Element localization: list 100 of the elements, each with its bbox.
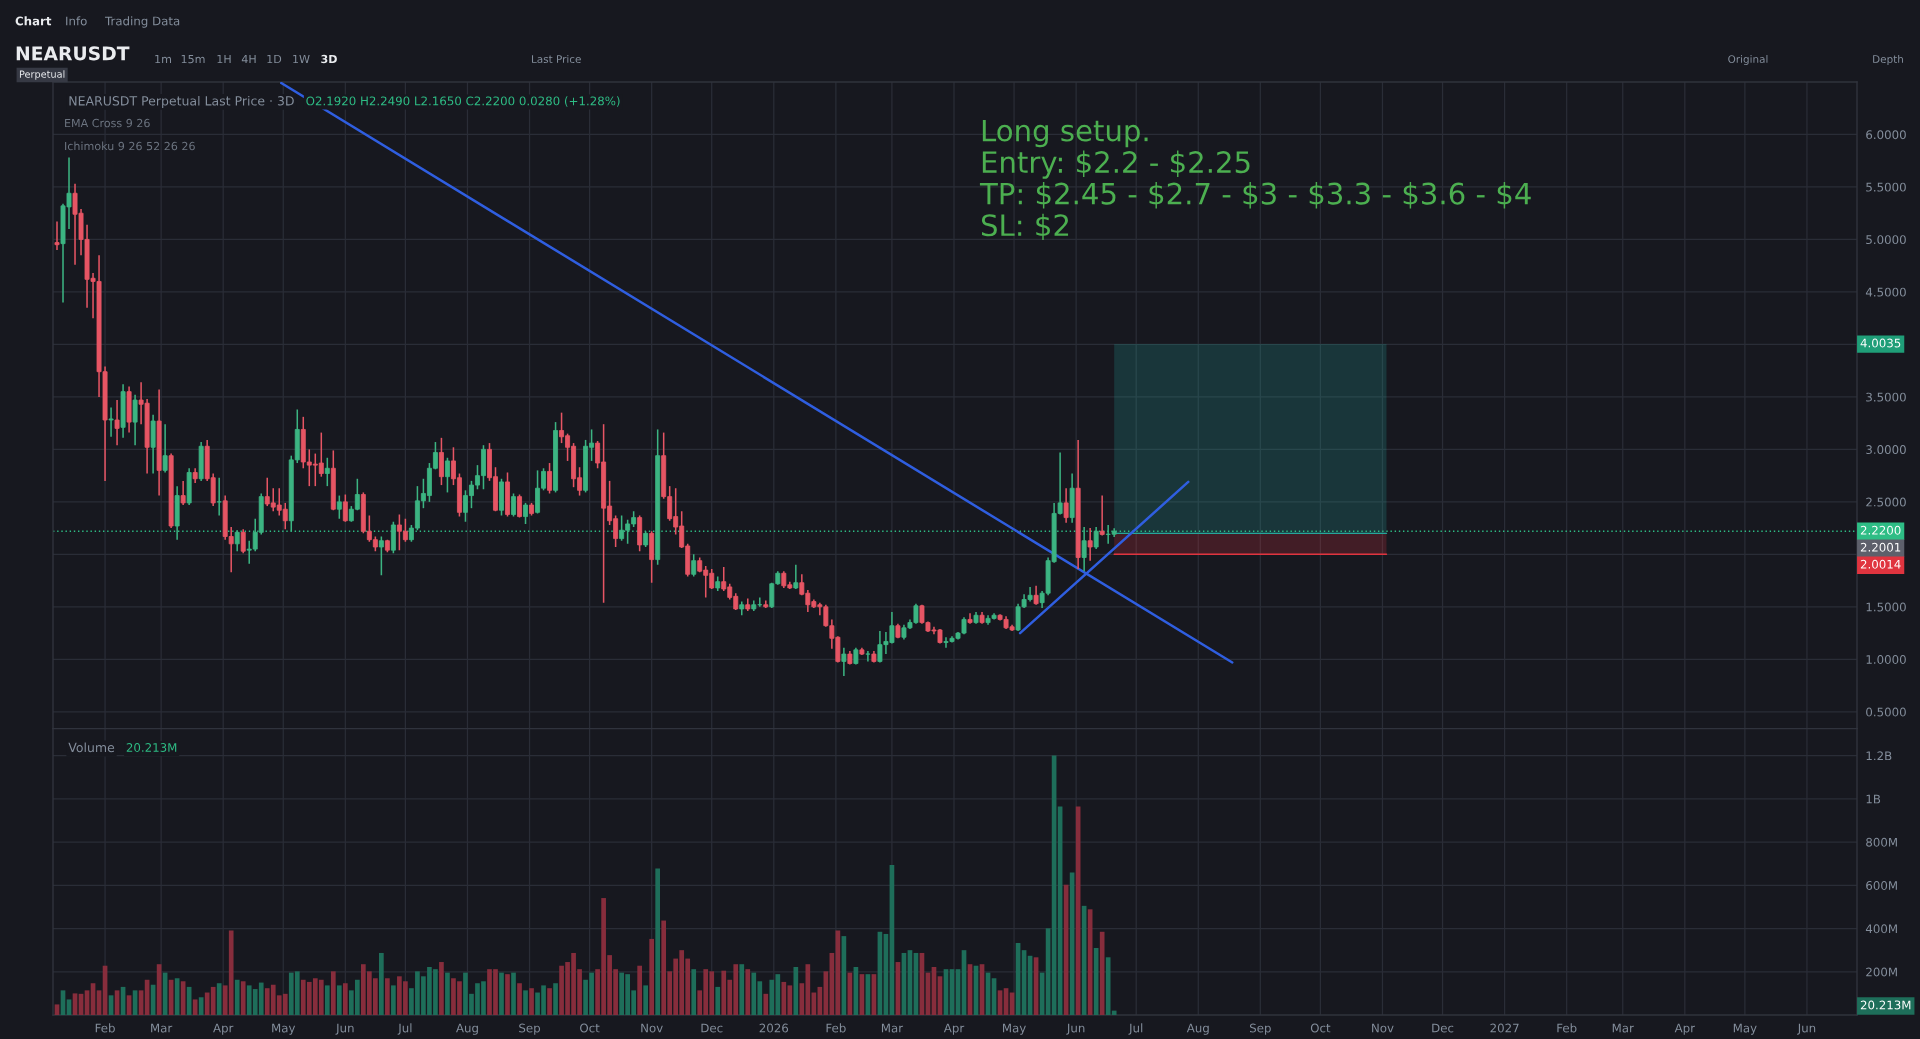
bar <box>523 990 528 1015</box>
x-tick-label: Jul <box>1128 1023 1143 1035</box>
text: 20.213M <box>1860 1000 1911 1010</box>
text: Last Price <box>532 54 581 64</box>
text: O2.1920 H2.2490 L2.1650 C2.2200 0.0280 (+1.28%) <box>306 96 620 107</box>
text: Info <box>66 16 87 26</box>
candlestick <box>180 480 186 506</box>
candlestick <box>444 457 450 494</box>
candlestick <box>378 535 384 577</box>
bar <box>240 981 246 1015</box>
bar <box>1099 931 1105 1015</box>
candlestick <box>108 406 114 438</box>
x-tick-label: Feb <box>95 1023 115 1033</box>
bar <box>637 965 642 1015</box>
candlestick <box>54 220 60 251</box>
bar <box>445 972 450 1015</box>
candlestick <box>324 457 330 487</box>
x-tick-label: Feb <box>1557 1023 1577 1033</box>
y-tick-label: 200M <box>1866 967 1897 977</box>
x-tick-label: Apr <box>213 1023 234 1035</box>
y-tick-label: 6.0000 <box>1866 130 1906 140</box>
text: Trading Data <box>104 16 180 28</box>
bar <box>511 972 516 1015</box>
candlestick <box>1033 585 1039 606</box>
candlestick <box>523 502 528 525</box>
text: 1W <box>293 54 310 64</box>
bar <box>192 999 198 1015</box>
text: 1m <box>155 54 171 64</box>
bar <box>336 985 342 1015</box>
candlestick <box>691 553 697 578</box>
x-tick-label: 2027 <box>1490 1023 1519 1033</box>
bar <box>379 952 384 1015</box>
candlestick <box>234 529 240 552</box>
candlestick <box>547 462 553 495</box>
bar <box>505 974 510 1015</box>
x-tick-label: Sep <box>519 1023 541 1035</box>
y-tick-label: 1B <box>1866 794 1881 804</box>
text: 2.0014 <box>1860 559 1901 569</box>
text: 2.2001 <box>1860 542 1901 552</box>
text: 4H <box>241 54 256 64</box>
x-tick-label: Oct <box>1310 1023 1331 1033</box>
x-tick-label: Aug <box>1186 1023 1209 1035</box>
x-tick-label: 2026 <box>759 1023 789 1033</box>
text: 3D <box>321 54 337 64</box>
x-tick-label: Nov <box>641 1023 663 1033</box>
text: Original <box>1728 54 1768 66</box>
candlestick <box>841 647 847 677</box>
x-tick-label: Jun <box>1066 1023 1085 1035</box>
x-tick-label: May <box>1003 1023 1026 1035</box>
bar <box>547 988 552 1015</box>
x-tick-label: Dec <box>701 1023 723 1033</box>
text: 1H <box>217 54 231 64</box>
bar <box>739 964 745 1015</box>
bar <box>198 997 204 1015</box>
bar <box>643 985 648 1015</box>
text: 20.213M <box>126 743 177 752</box>
y-tick-label: 5.0000 <box>1866 235 1906 245</box>
x-tick-label: Jun <box>335 1023 354 1035</box>
y-tick-label: 2.5000 <box>1866 497 1906 507</box>
bar <box>216 983 222 1015</box>
bar <box>499 972 504 1015</box>
bar <box>793 967 799 1015</box>
x-tick-label: May <box>1733 1023 1757 1035</box>
x-tick-label: Oct <box>580 1023 600 1033</box>
x-tick-label: Apr <box>943 1023 965 1035</box>
bar <box>517 983 522 1015</box>
x-tick-label: Nov <box>1372 1023 1394 1033</box>
y-tick-label: 4.5000 <box>1865 287 1906 297</box>
candlestick <box>216 476 222 517</box>
text: NEARUSDT Perpetual Last Price · 3D <box>69 95 294 108</box>
bar <box>439 962 444 1015</box>
text: NEARUSDT <box>16 46 130 61</box>
y-tick-label: 600M <box>1866 881 1897 890</box>
annotation: EMA Cross 9 26 <box>65 118 150 128</box>
y-tick-label: 1.0000 <box>1866 655 1906 664</box>
ref-line-label: 2.2200 <box>1860 525 1901 535</box>
bar <box>553 983 558 1015</box>
text: Chart <box>15 16 52 26</box>
x-tick-label: Feb <box>826 1023 846 1033</box>
candlestick <box>1087 527 1093 562</box>
x-tick-label: Sep <box>1249 1023 1271 1035</box>
y-tick-label: 5.5000 <box>1866 182 1906 192</box>
bar <box>234 979 240 1015</box>
text: Volume <box>68 742 115 753</box>
bar <box>691 969 697 1015</box>
bar <box>342 983 348 1015</box>
text: Depth <box>1873 54 1903 66</box>
candlestick <box>1093 526 1099 550</box>
candlestick <box>511 492 516 518</box>
y-tick-label: 1.2B <box>1866 751 1892 761</box>
y-tick-label: 3.0000 <box>1866 445 1906 455</box>
bar <box>391 985 396 1015</box>
x-tick-label: Mar <box>151 1023 173 1033</box>
bar <box>529 988 534 1015</box>
candlestick <box>1081 526 1087 572</box>
candlestick <box>1063 487 1069 524</box>
bar <box>324 985 330 1015</box>
y-tick-label: 3.5000 <box>1866 392 1906 402</box>
x-tick-label: Apr <box>1674 1023 1696 1035</box>
candlestick <box>793 564 799 590</box>
